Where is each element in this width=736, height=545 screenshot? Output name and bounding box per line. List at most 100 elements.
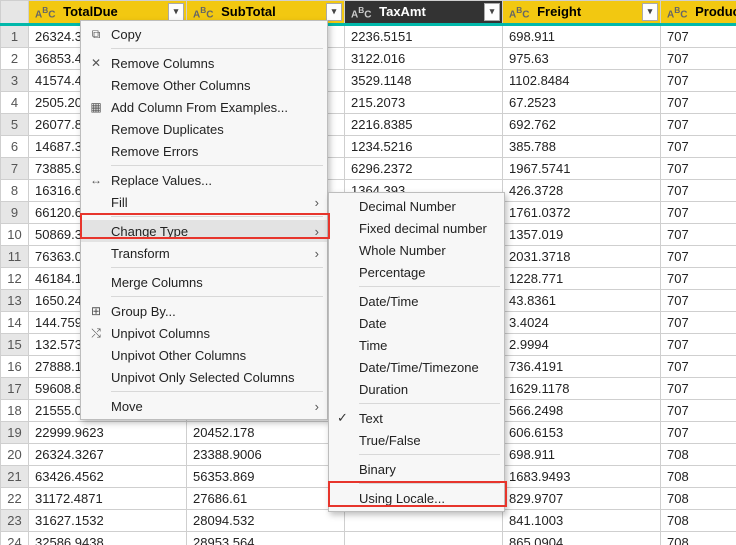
cell-freight[interactable]: 2.9994 (503, 334, 661, 356)
menu-dtz[interactable]: Date/Time/Timezone (329, 356, 504, 378)
menu-group-by[interactable]: ⊞Group By... (81, 300, 327, 322)
row-number[interactable]: 1 (1, 25, 29, 48)
cell-freight[interactable]: 1761.0372 (503, 202, 661, 224)
menu-binary[interactable]: Binary (329, 458, 504, 480)
cell-taxamt[interactable]: 3122.016 (345, 48, 503, 70)
menu-datetime[interactable]: Date/Time (329, 290, 504, 312)
menu-time[interactable]: Time (329, 334, 504, 356)
row-number[interactable]: 2 (1, 48, 29, 70)
cell-product[interactable]: 707 (661, 114, 736, 136)
cell-product[interactable]: 707 (661, 25, 736, 48)
row-number[interactable]: 18 (1, 400, 29, 422)
cell-freight[interactable]: 841.1003 (503, 510, 661, 532)
cell-product[interactable]: 707 (661, 400, 736, 422)
col-header-taxamt[interactable]: ABC TaxAmt ▾ (345, 1, 503, 25)
row-number[interactable]: 7 (1, 158, 29, 180)
cell-totaldue[interactable]: 22999.9623 (29, 422, 187, 444)
row-number[interactable]: 21 (1, 466, 29, 488)
row-number[interactable]: 4 (1, 92, 29, 114)
cell-product[interactable]: 708 (661, 444, 736, 466)
menu-date[interactable]: Date (329, 312, 504, 334)
cell-freight[interactable]: 698.911 (503, 444, 661, 466)
cell-taxamt[interactable] (345, 532, 503, 545)
cell-totaldue[interactable]: 31172.4871 (29, 488, 187, 510)
cell-taxamt[interactable] (345, 510, 503, 532)
menu-decimal[interactable]: Decimal Number (329, 195, 504, 217)
cell-subtotal[interactable]: 27686.61 (187, 488, 345, 510)
menu-truefalse[interactable]: True/False (329, 429, 504, 451)
cell-freight[interactable]: 385.788 (503, 136, 661, 158)
cell-taxamt[interactable]: 2236.5151 (345, 25, 503, 48)
filter-dropdown-icon[interactable]: ▾ (326, 3, 342, 21)
menu-change-type[interactable]: Change Type (81, 220, 327, 242)
row-number[interactable]: 16 (1, 356, 29, 378)
filter-dropdown-icon[interactable]: ▾ (168, 3, 184, 21)
cell-freight[interactable]: 1683.9493 (503, 466, 661, 488)
menu-percentage[interactable]: Percentage (329, 261, 504, 283)
cell-product[interactable]: 707 (661, 70, 736, 92)
cell-product[interactable]: 708 (661, 488, 736, 510)
cell-taxamt[interactable]: 215.2073 (345, 92, 503, 114)
cell-totaldue[interactable]: 63426.4562 (29, 466, 187, 488)
row-number[interactable]: 11 (1, 246, 29, 268)
cell-totaldue[interactable]: 26324.3267 (29, 444, 187, 466)
cell-subtotal[interactable]: 20452.178 (187, 422, 345, 444)
cell-product[interactable]: 707 (661, 48, 736, 70)
cell-product[interactable]: 707 (661, 246, 736, 268)
row-number[interactable]: 17 (1, 378, 29, 400)
menu-whole-number[interactable]: Whole Number (329, 239, 504, 261)
menu-using-locale[interactable]: Using Locale... (329, 487, 504, 509)
cell-totaldue[interactable]: 31627.1532 (29, 510, 187, 532)
menu-unpivot[interactable]: ⤭Unpivot Columns (81, 322, 327, 344)
cell-subtotal[interactable]: 56353.869 (187, 466, 345, 488)
cell-totaldue[interactable]: 32586.9438 (29, 532, 187, 545)
cell-freight[interactable]: 1357.019 (503, 224, 661, 246)
menu-duration[interactable]: Duration (329, 378, 504, 400)
cell-product[interactable]: 707 (661, 378, 736, 400)
cell-taxamt[interactable]: 1234.5216 (345, 136, 503, 158)
cell-product[interactable]: 708 (661, 532, 736, 545)
menu-remove-other-columns[interactable]: Remove Other Columns (81, 74, 327, 96)
cell-subtotal[interactable]: 28953.564 (187, 532, 345, 545)
cell-freight[interactable]: 736.4191 (503, 356, 661, 378)
row-number[interactable]: 20 (1, 444, 29, 466)
cell-freight[interactable]: 698.911 (503, 25, 661, 48)
row-number[interactable]: 13 (1, 290, 29, 312)
menu-merge-columns[interactable]: Merge Columns (81, 271, 327, 293)
cell-freight[interactable]: 1629.1178 (503, 378, 661, 400)
cell-product[interactable]: 707 (661, 334, 736, 356)
cell-product[interactable]: 708 (661, 510, 736, 532)
cell-taxamt[interactable]: 3529.1148 (345, 70, 503, 92)
cell-product[interactable]: 707 (661, 356, 736, 378)
menu-replace-values[interactable]: ↔Replace Values... (81, 169, 327, 191)
menu-fixed-decimal[interactable]: Fixed decimal number (329, 217, 504, 239)
row-number[interactable]: 6 (1, 136, 29, 158)
menu-add-from-examples[interactable]: ▦Add Column From Examples... (81, 96, 327, 118)
row-number[interactable]: 22 (1, 488, 29, 510)
cell-freight[interactable]: 692.762 (503, 114, 661, 136)
cell-freight[interactable]: 975.63 (503, 48, 661, 70)
row-number[interactable]: 8 (1, 180, 29, 202)
menu-unpivot-only[interactable]: Unpivot Only Selected Columns (81, 366, 327, 388)
cell-product[interactable]: 707 (661, 290, 736, 312)
filter-dropdown-icon[interactable]: ▾ (484, 3, 500, 21)
cell-freight[interactable]: 865.0904 (503, 532, 661, 545)
menu-unpivot-other[interactable]: Unpivot Other Columns (81, 344, 327, 366)
menu-remove-errors[interactable]: Remove Errors (81, 140, 327, 162)
row-number[interactable]: 9 (1, 202, 29, 224)
cell-product[interactable]: 708 (661, 466, 736, 488)
cell-freight[interactable]: 2031.3718 (503, 246, 661, 268)
row-number[interactable]: 15 (1, 334, 29, 356)
menu-move[interactable]: Move (81, 395, 327, 417)
row-number[interactable]: 14 (1, 312, 29, 334)
cell-freight[interactable]: 43.8361 (503, 290, 661, 312)
cell-product[interactable]: 707 (661, 268, 736, 290)
cell-freight[interactable]: 3.4024 (503, 312, 661, 334)
row-number[interactable]: 5 (1, 114, 29, 136)
cell-freight[interactable]: 829.9707 (503, 488, 661, 510)
cell-product[interactable]: 707 (661, 158, 736, 180)
cell-product[interactable]: 707 (661, 202, 736, 224)
cell-freight[interactable]: 1967.5741 (503, 158, 661, 180)
col-header-product[interactable]: ABC Product (661, 1, 736, 25)
col-header-freight[interactable]: ABC Freight ▾ (503, 1, 661, 25)
